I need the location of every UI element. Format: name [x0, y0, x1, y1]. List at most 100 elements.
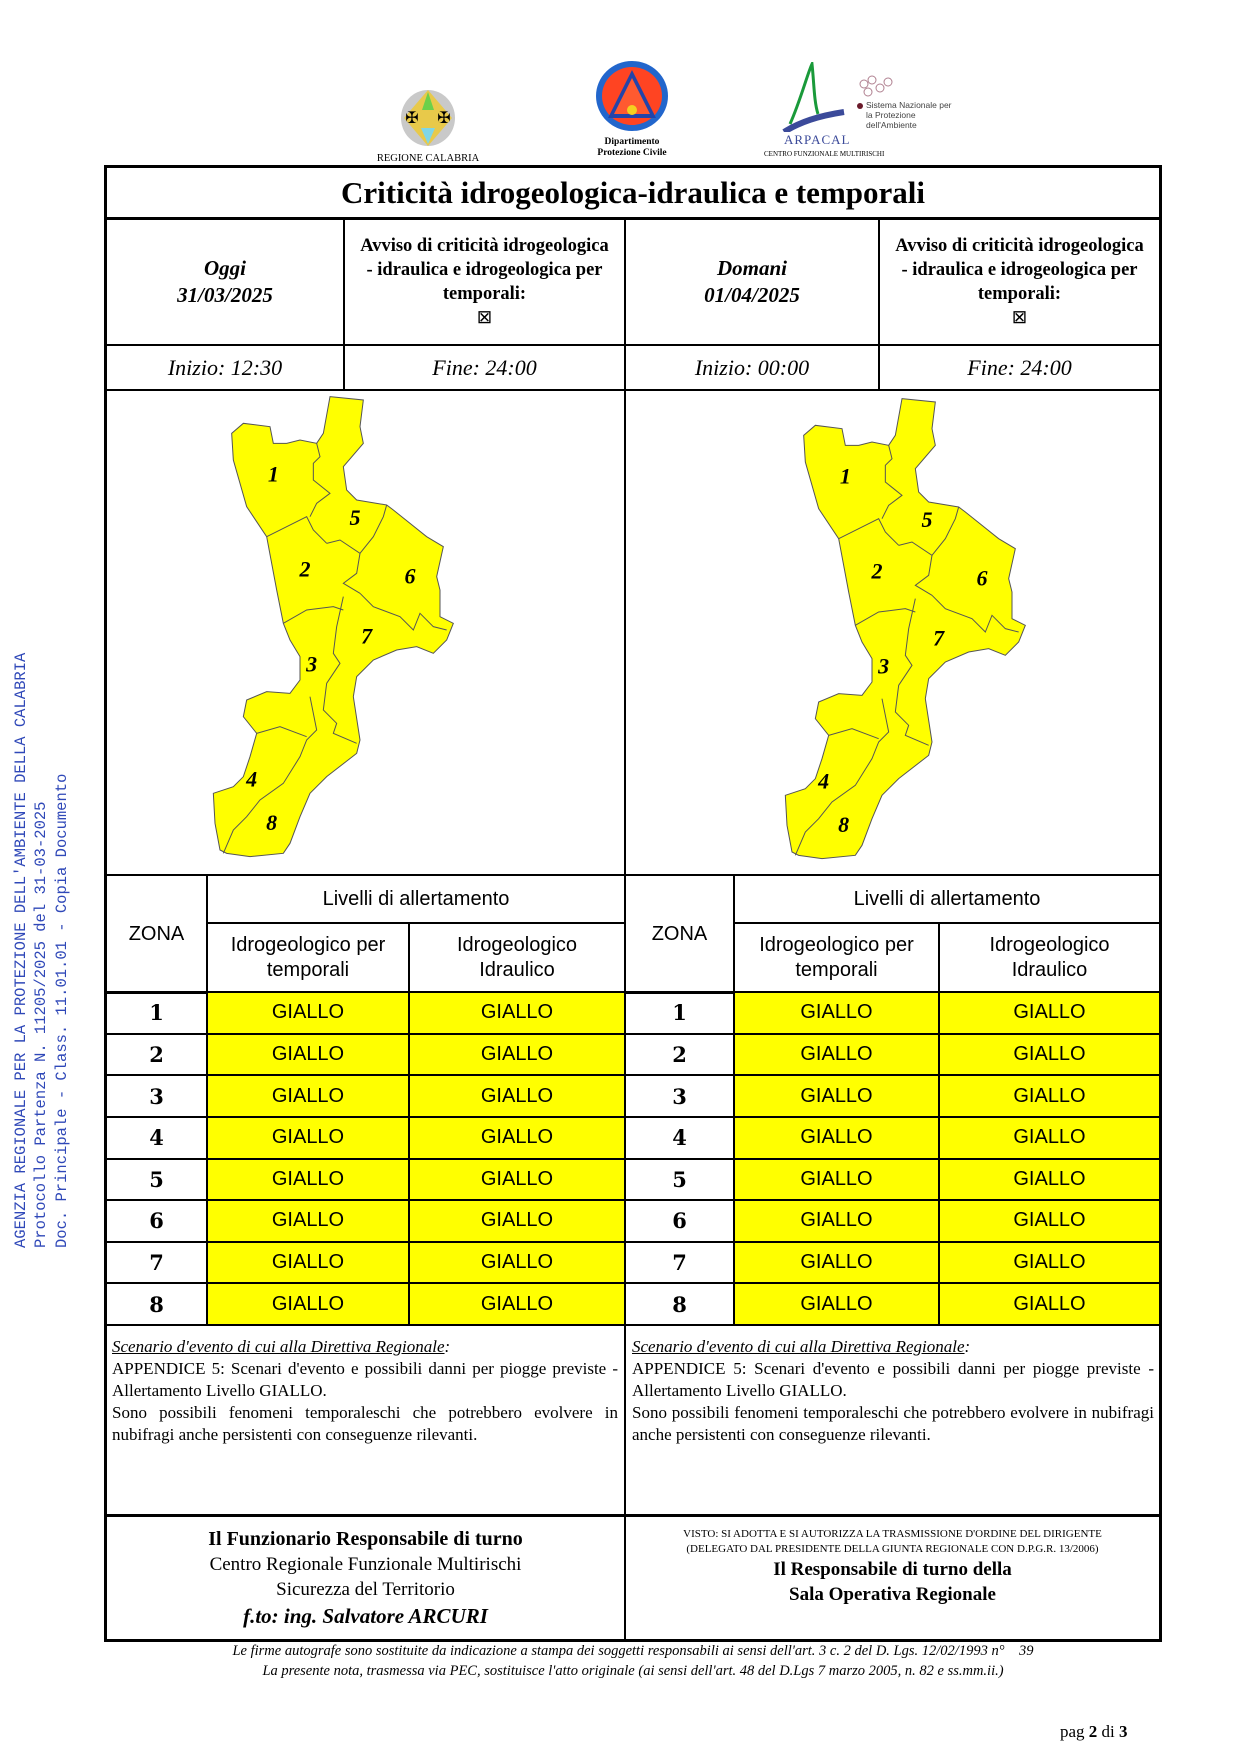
- footer-line2: La presente nota, trasmessa via PEC, sos…: [262, 1663, 1004, 1679]
- tomorrow-level-idraulico: GIALLO: [938, 1074, 1162, 1118]
- snpa-label: Sistema Nazionale per la Protezione dell…: [866, 100, 952, 130]
- today-region-outline: [212, 396, 454, 858]
- today-zone-label-2: 2: [299, 557, 311, 582]
- dpc-label-line1: Dipartimento: [604, 137, 660, 147]
- signature-right-visto1: VISTO: SI ADOTTA E SI AUTORIZZA LA TRASM…: [683, 1528, 1102, 1540]
- today-scenario: Scenario d'evento di cui alla Direttiva …: [106, 1328, 624, 1454]
- tomorrow-zone-label-6: 6: [977, 565, 988, 590]
- tomorrow-zone-number: 3: [624, 1074, 735, 1118]
- today-level-temporali: GIALLO: [206, 1240, 410, 1285]
- page-sep: di: [1101, 1722, 1115, 1741]
- signature-left-cell: Il Funzionario Responsabile di turno Cen…: [104, 1514, 626, 1642]
- today-zone-label-5: 5: [350, 505, 361, 530]
- tomorrow-scenario: Scenario d'evento di cui alla Direttiva …: [626, 1328, 1160, 1454]
- tomorrow-level-temporali: GIALLO: [733, 1032, 940, 1077]
- today-level-idraulico: GIALLO: [408, 1074, 626, 1118]
- today-zone-number: 8: [104, 1282, 208, 1326]
- today-date: 31/03/2025: [177, 283, 273, 307]
- today-fine: Fine: 24:00: [343, 344, 626, 391]
- today-zone-border: [309, 443, 331, 517]
- page-title: Criticità idrogeologica-idraulica e temp…: [104, 165, 1162, 220]
- tomorrow-zone-border: [881, 445, 903, 519]
- tomorrow-scenario-text1: APPENDICE 5: Scenari d'evento e possibil…: [632, 1359, 1154, 1400]
- signature-left-line1: Centro Regionale Funzionale Multirischi: [209, 1553, 522, 1575]
- tomorrow-zone-border: [931, 594, 1019, 633]
- tomorrow-zone-border: [898, 541, 933, 596]
- tomorrow-zone-number: 7: [624, 1240, 735, 1285]
- page-total: 3: [1119, 1722, 1128, 1741]
- today-avviso-text: Avviso di criticità idrogeologica - idra…: [360, 236, 609, 304]
- tomorrow-scenario-heading: Scenario d'evento di cui alla Direttiva …: [632, 1337, 965, 1356]
- tomorrow-level-temporali: GIALLO: [733, 1074, 940, 1118]
- today-zone-label-7: 7: [361, 623, 373, 648]
- today-zone-number: 6: [104, 1199, 208, 1243]
- tomorrow-zone-label-7: 7: [933, 625, 945, 650]
- svg-text:✠: ✠: [405, 110, 418, 127]
- today-level-idraulico: GIALLO: [408, 1032, 626, 1077]
- tomorrow-level-idraulico: GIALLO: [938, 991, 1162, 1035]
- tomorrow-avviso-checkbox: ⊠: [1011, 308, 1028, 328]
- protocol-number-line: Protocollo Partenza N. 11205/2025 del 31…: [32, 801, 50, 1248]
- tomorrow-levels-group-header: Livelli di allertamento: [733, 874, 1162, 924]
- today-level-idraulico: GIALLO: [408, 1157, 626, 1202]
- today-zone-label-4: 4: [245, 767, 257, 792]
- footer-note: Le firme autografe sono sostituite da in…: [104, 1641, 1162, 1681]
- protocol-agency-line: AGENZIA REGIONALE PER LA PROTEZIONE DELL…: [12, 652, 30, 1248]
- today-col-idraulico-header: Idrogeologico Idraulico: [408, 922, 626, 994]
- today-zone-label-1: 1: [268, 462, 279, 487]
- today-level-temporali: GIALLO: [206, 991, 410, 1035]
- tomorrow-zone-border: [931, 506, 960, 556]
- today-level-temporali: GIALLO: [206, 1282, 410, 1326]
- tomorrow-col-idraulico-header: Idrogeologico Idraulico: [938, 922, 1162, 994]
- today-avviso-cell: Avviso di criticità idrogeologica - idra…: [343, 218, 626, 346]
- tomorrow-zone-label-3: 3: [877, 654, 889, 679]
- today-zone-border: [359, 504, 388, 554]
- tomorrow-zone-border: [828, 728, 879, 740]
- arpacal-logo: Sistema Nazionale per la Protezione dell…: [760, 58, 960, 162]
- tomorrow-zone-number: 2: [624, 1032, 735, 1077]
- protocol-class-line: Doc. Principale - Class. 11.01.01 - Copi…: [53, 773, 71, 1248]
- today-scenario-colon: :: [444, 1337, 451, 1356]
- today-zone-number: 2: [104, 1032, 208, 1077]
- today-level-temporali: GIALLO: [206, 1199, 410, 1243]
- tomorrow-level-idraulico: GIALLO: [938, 1157, 1162, 1202]
- today-zone-label-8: 8: [266, 810, 277, 835]
- today-zone-border: [283, 606, 344, 624]
- arpacal-sub-label: CENTRO FUNZIONALE MULTIRISCHI: [764, 150, 885, 158]
- signature-right-cell: VISTO: SI ADOTTA E SI AUTORIZZA LA TRASM…: [624, 1514, 1162, 1642]
- tomorrow-scenario-colon: :: [964, 1337, 971, 1356]
- tomorrow-zone-border: [794, 698, 890, 856]
- today-zone-number: 7: [104, 1240, 208, 1285]
- tomorrow-fine: Fine: 24:00: [878, 344, 1162, 391]
- tomorrow-level-idraulico: GIALLO: [938, 1282, 1162, 1326]
- tomorrow-date: 01/04/2025: [704, 283, 800, 307]
- today-zone-label-6: 6: [405, 563, 416, 588]
- today-col-temporali-header: Idrogeologico per temporali: [206, 922, 410, 994]
- today-scenario-text1: APPENDICE 5: Scenari d'evento e possibil…: [112, 1359, 618, 1400]
- tomorrow-level-temporali: GIALLO: [733, 1240, 940, 1285]
- tomorrow-level-temporali: GIALLO: [733, 991, 940, 1035]
- tomorrow-zona-header: ZONA: [624, 874, 735, 994]
- tomorrow-level-temporali: GIALLO: [733, 1115, 940, 1160]
- today-level-temporali: GIALLO: [206, 1032, 410, 1077]
- today-level-temporali: GIALLO: [206, 1157, 410, 1202]
- today-zone-border: [222, 696, 318, 854]
- svg-text:✠: ✠: [437, 110, 450, 127]
- page-current: 2: [1088, 1722, 1098, 1741]
- tomorrow-zone-border: [894, 598, 929, 746]
- tomorrow-date-cell: Domani 01/04/2025: [624, 218, 880, 346]
- tomorrow-region-outline: [784, 398, 1026, 860]
- regione-calabria-logo: ✠ ✠ REGIONE CALABRIA: [360, 88, 496, 164]
- page-number: pag 2 di 3: [1060, 1722, 1128, 1742]
- tomorrow-zone-number: 8: [624, 1282, 735, 1326]
- signature-left-title: Il Funzionario Responsabile di turno: [208, 1527, 523, 1550]
- signature-left-name: f.to: ing. Salvatore ARCURI: [243, 1603, 488, 1628]
- tomorrow-level-temporali: GIALLO: [733, 1157, 940, 1202]
- today-zone-border: [326, 539, 361, 594]
- tomorrow-inizio: Inizio: 00:00: [624, 344, 880, 391]
- today-scenario-text2: Sono possibili fenomeni temporaleschi ch…: [112, 1403, 618, 1444]
- today-zone-number: 4: [104, 1115, 208, 1160]
- today-zone-border: [256, 726, 307, 738]
- tomorrow-level-idraulico: GIALLO: [938, 1032, 1162, 1077]
- today-date-cell: Oggi 31/03/2025: [104, 218, 345, 346]
